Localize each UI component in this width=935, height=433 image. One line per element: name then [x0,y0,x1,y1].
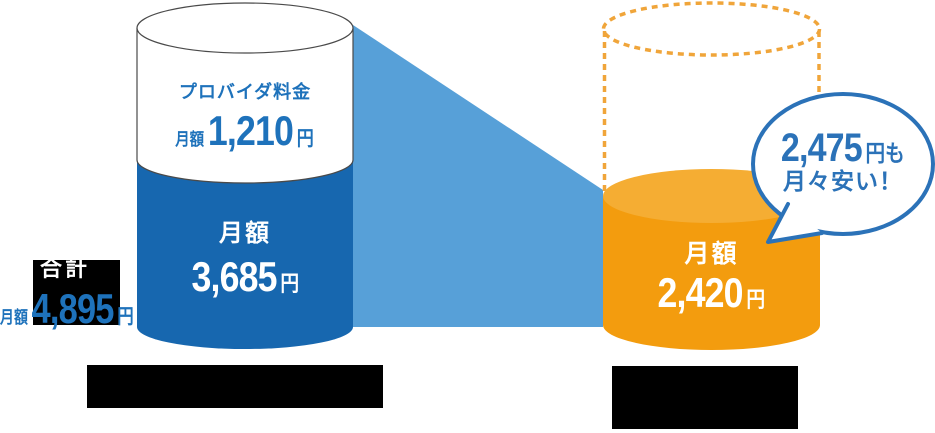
total-price-unit: 円 [117,306,134,328]
left-category-label-bar [87,365,383,408]
left-cylinder-top-ellipse [136,2,354,54]
total-price: 月額 4,895 円 [0,288,163,330]
right-cylinder-body [603,196,820,350]
reduction-beam [353,25,603,327]
provider-price-prefix: 月額 [175,130,205,149]
savings-caption-line: 月々安い！ [783,168,903,194]
left-cylinder-blue-body [137,150,353,349]
base-price-unit: 円 [280,271,299,296]
provider-price-value: 1,210 [208,107,294,154]
speech-bubble-tail [766,202,824,244]
left-cylinder-white-body [136,28,354,184]
base-price: 3,685 円 [137,256,353,298]
savings-unit: 円も [865,140,905,166]
base-price-value: 3,685 [191,253,277,300]
total-badge-bg [33,260,120,325]
new-price: 2,420 円 [603,272,820,314]
total-badge-title: 合計 [40,256,91,281]
savings-value: 2,475 [781,126,863,170]
provider-price-unit: 円 [297,128,315,150]
new-price-label: 月額 [684,240,739,268]
provider-fee-label: プロバイダ料金 [178,82,312,102]
right-category-label-bar [612,366,798,429]
total-price-prefix: 月額 [0,308,28,327]
savings-amount-line: 2,475 円も [753,128,933,168]
base-price-label: 月額 [219,220,271,247]
total-price-value: 4,895 [31,285,115,332]
new-price-value: 2,420 [657,269,744,316]
new-price-unit: 円 [746,287,766,312]
dashed-top-ellipse [601,1,822,57]
provider-fee-price: 月額 1,210 円 [137,110,353,152]
speech-bubble [751,92,935,236]
